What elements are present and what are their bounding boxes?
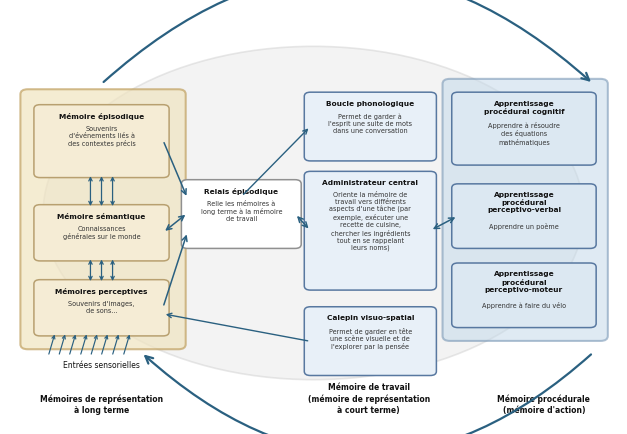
FancyBboxPatch shape bbox=[451, 92, 596, 165]
Text: Mémoires de représentation
à long terme: Mémoires de représentation à long terme bbox=[40, 395, 163, 415]
FancyBboxPatch shape bbox=[34, 279, 169, 336]
Text: Mémoire épisodique: Mémoire épisodique bbox=[59, 113, 144, 120]
Text: Permet de garder à
l'esprit une suite de mots
dans une conversation: Permet de garder à l'esprit une suite de… bbox=[329, 113, 413, 134]
Text: Relais épisodique: Relais épisodique bbox=[204, 188, 278, 195]
FancyBboxPatch shape bbox=[443, 79, 608, 341]
Text: Apprentissage
procédural cognitif: Apprentissage procédural cognitif bbox=[483, 101, 564, 115]
Text: Boucle phonologique: Boucle phonologique bbox=[326, 101, 414, 106]
Text: Permet de garder en tête
une scène visuelle et de
l'explorer par la pensée: Permet de garder en tête une scène visue… bbox=[329, 328, 412, 350]
Ellipse shape bbox=[43, 46, 584, 380]
Text: Apprentissage
procédural
perceptivo-verbal: Apprentissage procédural perceptivo-verb… bbox=[487, 192, 561, 214]
FancyBboxPatch shape bbox=[181, 180, 301, 248]
Text: Mémoire de travail
(mémoire de représentation
à court terme): Mémoire de travail (mémoire de représent… bbox=[308, 383, 430, 415]
FancyBboxPatch shape bbox=[304, 307, 436, 375]
Text: Apprendre à faire du vélo: Apprendre à faire du vélo bbox=[482, 302, 566, 309]
Text: Calepin visuo-spatial: Calepin visuo-spatial bbox=[327, 315, 414, 321]
Text: Souvenirs
d'événements liés à
des contextes précis: Souvenirs d'événements liés à des contex… bbox=[68, 125, 135, 147]
FancyBboxPatch shape bbox=[21, 89, 186, 349]
Text: Apprendre à résoudre
des équations
mathématiques: Apprendre à résoudre des équations mathé… bbox=[488, 122, 560, 145]
Text: Mémoire procédurale
(mémoire d'action): Mémoire procédurale (mémoire d'action) bbox=[497, 395, 591, 415]
FancyBboxPatch shape bbox=[34, 105, 169, 178]
FancyBboxPatch shape bbox=[451, 184, 596, 248]
FancyBboxPatch shape bbox=[304, 92, 436, 161]
Text: Relie les mémoires à
long terme à la mémoire
de travail: Relie les mémoires à long terme à la mém… bbox=[201, 201, 282, 222]
Text: Oriente la mémoire de
travail vers différents
aspects d'une tâche (par
exemple, : Oriente la mémoire de travail vers diffé… bbox=[329, 192, 411, 251]
Text: Apprendre un poème: Apprendre un poème bbox=[489, 223, 559, 230]
Text: Entrées sensorielles: Entrées sensorielles bbox=[63, 361, 140, 370]
FancyBboxPatch shape bbox=[34, 205, 169, 261]
Text: Mémoires perceptives: Mémoires perceptives bbox=[55, 288, 148, 295]
Text: Apprentissage
procédural
perceptivo-moteur: Apprentissage procédural perceptivo-mote… bbox=[485, 271, 563, 293]
Text: Connaissances
générales sur le monde: Connaissances générales sur le monde bbox=[63, 226, 140, 240]
Text: Souvenirs d'images,
de sons...: Souvenirs d'images, de sons... bbox=[68, 300, 135, 313]
Text: Administrateur central: Administrateur central bbox=[322, 180, 418, 186]
FancyBboxPatch shape bbox=[304, 171, 436, 290]
Text: Mémoire sémantique: Mémoire sémantique bbox=[58, 213, 145, 220]
FancyBboxPatch shape bbox=[451, 263, 596, 328]
